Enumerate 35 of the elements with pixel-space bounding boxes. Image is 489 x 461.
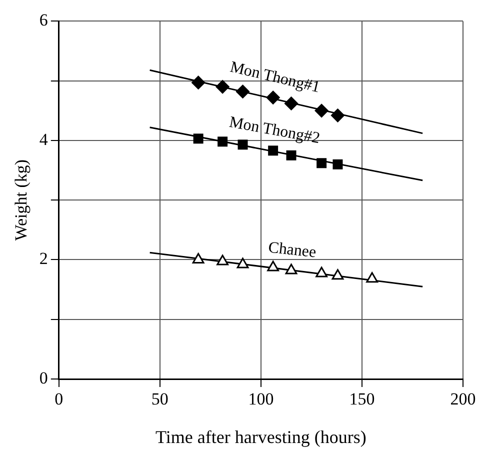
text: Chanee — [267, 239, 317, 262]
text: Mon Thong#1 — [228, 58, 322, 96]
point — [286, 150, 296, 160]
point — [314, 104, 328, 118]
point — [366, 272, 378, 283]
y-tick-label: 6 — [39, 10, 48, 30]
x-tick-label: 200 — [450, 390, 476, 409]
point — [268, 146, 278, 156]
point — [316, 158, 327, 168]
point — [284, 96, 298, 110]
point — [238, 140, 248, 150]
x-tick-label: 150 — [349, 390, 375, 409]
point — [192, 76, 206, 90]
x-tick-label: 100 — [248, 390, 274, 409]
point — [192, 252, 204, 264]
point — [330, 108, 344, 122]
point — [316, 266, 328, 278]
y-axis-title: Weight (kg) — [12, 159, 31, 241]
point — [332, 269, 344, 280]
point — [218, 136, 228, 147]
point — [236, 84, 250, 98]
point — [285, 264, 298, 274]
point — [267, 260, 280, 272]
x-axis-title: Time after harvesting (hours) — [156, 426, 366, 447]
point — [216, 254, 229, 266]
y-tick-label: 0 — [39, 368, 48, 388]
point — [216, 80, 230, 94]
y-tick-label: 4 — [39, 130, 48, 149]
x-tick-label: 0 — [54, 390, 64, 409]
point — [236, 258, 249, 268]
text: Mon Thong#2 — [228, 114, 322, 148]
y-tick-label: 2 — [39, 249, 48, 268]
point — [193, 134, 204, 144]
x-tick-label: 50 — [151, 390, 168, 409]
point — [332, 159, 343, 170]
